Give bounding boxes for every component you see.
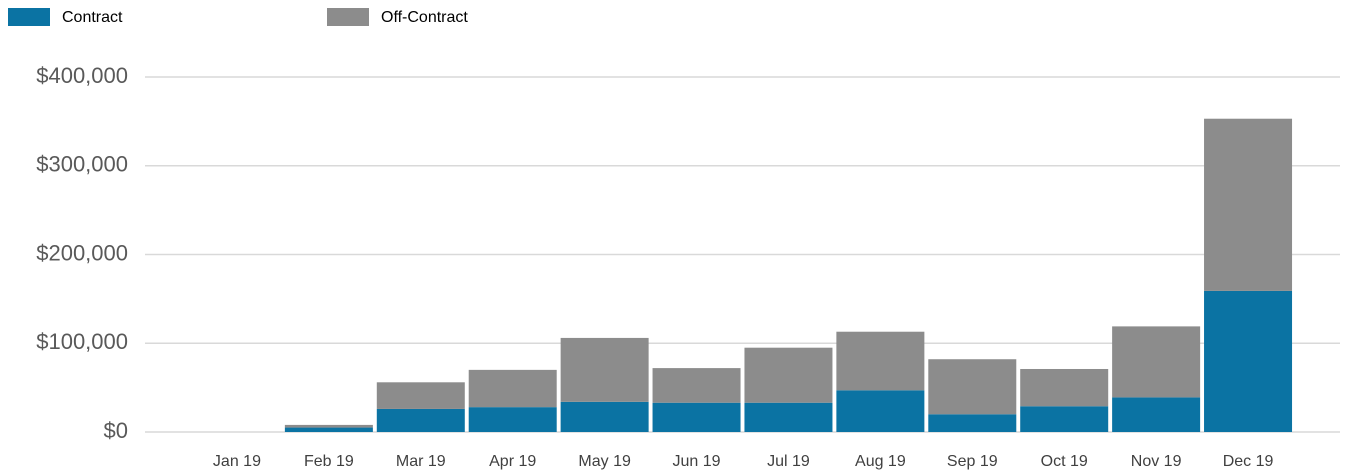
x-tick-label: Nov 19	[1131, 453, 1182, 470]
bar-segment	[1112, 397, 1201, 432]
bar-segment	[928, 414, 1017, 432]
legend-swatch	[8, 8, 50, 26]
bar-segment	[376, 408, 465, 432]
bar-segment	[652, 368, 741, 403]
bar-segment	[468, 369, 557, 408]
bar-segment	[652, 402, 741, 432]
x-tick-label: May 19	[578, 453, 631, 470]
bar-segment	[836, 331, 925, 391]
bar-segment	[560, 401, 649, 432]
x-tick-label: Jul 19	[767, 453, 810, 470]
y-tick-label: $0	[104, 418, 128, 443]
y-tick-label: $300,000	[36, 152, 128, 177]
bar-segment	[1020, 368, 1109, 407]
bar-segment	[1204, 290, 1293, 432]
x-tick-label: Sep 19	[947, 453, 998, 470]
legend-label: Contract	[62, 9, 123, 26]
bar-segment	[836, 390, 925, 432]
x-tick-label: Dec 19	[1223, 453, 1274, 470]
bar-segment	[1020, 406, 1109, 432]
x-tick-label: Mar 19	[396, 453, 446, 470]
legend-label: Off-Contract	[381, 9, 468, 26]
bar-segment	[376, 382, 465, 409]
x-tick-label: Oct 19	[1041, 453, 1088, 470]
x-tick-label: Feb 19	[304, 453, 354, 470]
y-tick-label: $400,000	[36, 63, 128, 88]
bar-segment	[1112, 326, 1201, 398]
x-tick-label: Jun 19	[673, 453, 721, 470]
y-tick-label: $100,000	[36, 329, 128, 354]
bar-segment	[284, 424, 373, 428]
bar-segment	[744, 347, 833, 403]
bar-segment	[744, 402, 833, 432]
y-tick-label: $200,000	[36, 240, 128, 265]
bar-segment	[560, 337, 649, 402]
bar-segment	[928, 359, 1017, 415]
bar-segment	[468, 407, 557, 432]
x-tick-label: Jan 19	[213, 453, 261, 470]
bar-segment	[1204, 118, 1293, 291]
bar-segment	[284, 427, 373, 432]
x-tick-label: Apr 19	[489, 453, 536, 470]
x-tick-label: Aug 19	[855, 453, 906, 470]
legend-swatch	[327, 8, 369, 26]
